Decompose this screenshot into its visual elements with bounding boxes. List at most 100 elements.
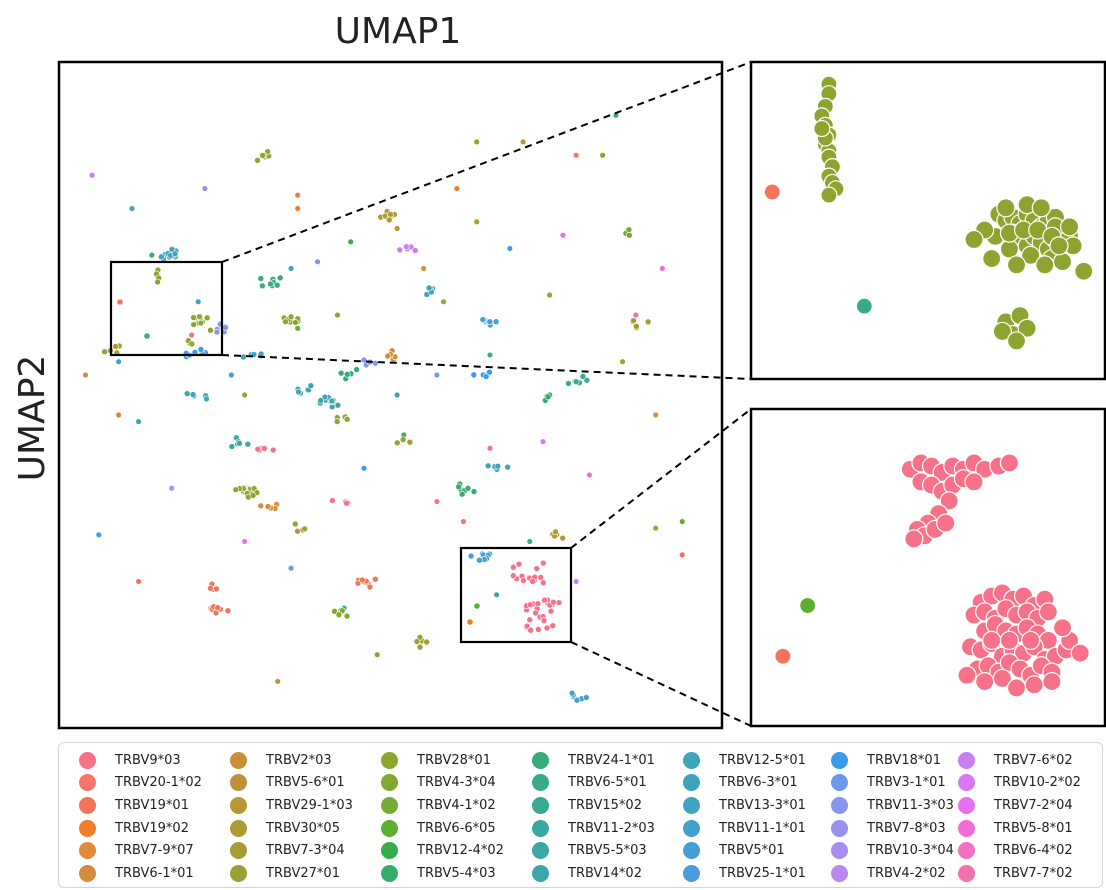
scatter-point: [228, 371, 235, 379]
scatter-point: [547, 607, 555, 615]
legend-column: TRBV7-6*02 TRBV10-2*02 TRBV7-2*04 TRBV5-8*0…: [958, 749, 1081, 885]
scatter-point: [535, 626, 542, 633]
scatter-point: [659, 265, 666, 272]
scatter-point: [144, 333, 150, 339]
scatter-point: [154, 278, 161, 286]
scatter-point: [482, 373, 490, 380]
scatter-point: [453, 185, 460, 192]
scatter-point: [539, 579, 547, 586]
scatter-point: [294, 527, 301, 535]
legend-item: TRBV4-3*04: [381, 772, 504, 795]
zoom-region-1: [109, 260, 224, 357]
scatter-point: [213, 328, 221, 336]
scatter-point: [328, 397, 336, 405]
legend-marker: [79, 819, 96, 837]
scatter-point: [254, 156, 261, 164]
scatter-point: [321, 393, 329, 401]
zoom-point: [763, 183, 781, 201]
legend-item: TRBV29-1*03: [230, 794, 353, 817]
scatter-point: [473, 138, 480, 145]
legend-label: TRBV7-6*02: [994, 752, 1073, 768]
scatter-point: [532, 609, 539, 617]
legend-label: TRBV12-4*02: [417, 843, 504, 859]
scatter-point: [314, 258, 321, 265]
scatter-point: [549, 622, 557, 629]
scatter-point: [458, 490, 466, 498]
scatter-point: [213, 585, 220, 593]
legend-item: TRBV11-1*01: [683, 817, 806, 840]
scatter-point: [128, 205, 135, 212]
scatter-point: [236, 440, 243, 447]
zoom-point: [1074, 261, 1094, 281]
scatter-point: [372, 575, 379, 583]
legend-item: TRBV28*01: [381, 749, 504, 772]
scatter-point: [337, 369, 345, 377]
scatter-point: [353, 366, 360, 373]
scatter-point: [455, 483, 462, 491]
scatter-point: [294, 192, 301, 199]
scatter-point: [240, 353, 247, 361]
scatter-point: [372, 359, 379, 367]
scatter-point: [479, 316, 487, 323]
legend-label: TRBV29-1*03: [266, 797, 353, 813]
scatter-point: [195, 298, 202, 305]
scatter-point: [189, 391, 197, 398]
main-scatter-panel: [57, 60, 724, 730]
scatter-point: [515, 560, 523, 568]
scatter-point: [493, 591, 500, 598]
legend-item: TRBV2*03: [230, 749, 353, 772]
zoom-point: [820, 186, 838, 204]
zoom-point: [964, 229, 984, 250]
legend-marker: [79, 774, 96, 792]
scatter-point: [343, 612, 351, 620]
scatter-point: [630, 317, 637, 324]
scatter-point: [523, 622, 531, 630]
scatter-point: [473, 218, 480, 225]
legend-column: TRBV24-1*01 TRBV6-5*01 TRBV15*02 TRBV11-2*0…: [532, 749, 655, 885]
scatter-point: [544, 393, 552, 401]
legend-label: TRBV20-1*02: [115, 775, 202, 791]
scatter-point: [259, 152, 266, 159]
scatter-point: [539, 559, 547, 567]
legend-label: TRBV6-5*01: [568, 775, 647, 791]
legend-marker: [381, 774, 398, 792]
zoom-connectors: [221, 61, 752, 727]
scatter-point: [527, 626, 534, 634]
scatter-point: [183, 390, 191, 397]
scatter-point: [573, 578, 580, 585]
zoom-point: [1006, 331, 1027, 351]
legend-marker: [958, 774, 975, 792]
legend-item: TRBV20-1*02: [79, 772, 202, 795]
legend-column: TRBV12-5*01 TRBV6-3*01 TRBV13-3*01 TRBV11-1…: [683, 749, 806, 885]
scatter-point: [568, 689, 576, 697]
scatter-point: [197, 346, 205, 353]
legend-label: TRBV4-3*04: [417, 775, 496, 791]
legend-item: TRBV7-3*04: [230, 839, 353, 862]
zoom-point: [1049, 236, 1069, 256]
zoom-region-2: [459, 546, 573, 644]
scatter-point: [559, 232, 566, 239]
legend-marker: [831, 819, 848, 837]
legend-marker: [230, 864, 247, 882]
scatter-point: [387, 211, 394, 218]
legend-label: TRBV5*01: [719, 843, 785, 859]
legend-item: TRBV30*05: [230, 817, 353, 840]
scatter-point: [625, 231, 633, 239]
scatter-point: [586, 471, 593, 478]
scatter-point: [579, 373, 587, 380]
legend-label: TRBV2*03: [266, 752, 332, 768]
scatter-point: [467, 619, 473, 625]
scatter-point: [333, 418, 341, 425]
legend-label: TRBV18*01: [867, 752, 941, 768]
legend-label: TRBV9*03: [115, 752, 181, 768]
scatter-point: [188, 332, 195, 339]
legend-marker: [683, 864, 700, 882]
scatter-point: [583, 377, 591, 384]
scatter-point: [224, 607, 232, 615]
scatter-point: [291, 520, 299, 528]
scatter-point: [644, 318, 652, 326]
scatter-point: [201, 185, 208, 192]
scatter-point: [526, 538, 533, 545]
scatter-point: [197, 319, 205, 327]
scatter-point: [509, 563, 517, 571]
